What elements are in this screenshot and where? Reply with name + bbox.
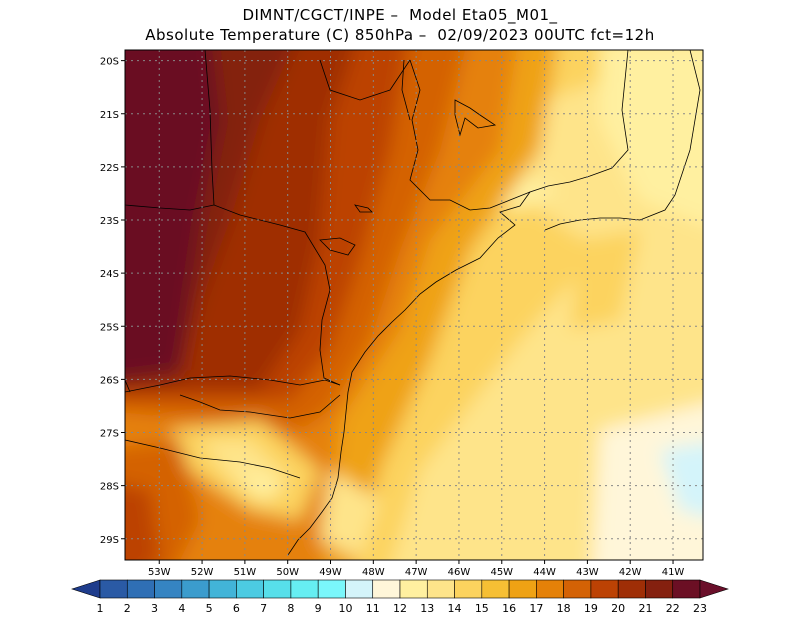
colorbar-swatch (645, 579, 674, 599)
colorbar-label: 1 (97, 602, 104, 615)
latitude-labels: 20S 21S 22S 23S 24S 25S 26S 27S 28S 29S (100, 57, 125, 546)
lon-label: 48W (362, 567, 385, 578)
lon-label: 46W (448, 567, 471, 578)
lon-label: 47W (405, 567, 428, 578)
lat-label: 21S (100, 110, 119, 121)
colorbar-label: 23 (693, 602, 707, 615)
lon-label: 53W (148, 567, 171, 578)
colorbar-swatch (617, 579, 646, 599)
longitude-labels: 53W 52W 51W 50W 49W 48W 47W 46W 45W 44W 43W 42W 41W (148, 560, 685, 578)
lat-label: 25S (100, 322, 119, 333)
colorbar-swatch (345, 579, 374, 599)
lat-label: 24S (100, 269, 119, 280)
colorbar-label: 22 (666, 602, 680, 615)
coastline-and-borders (125, 50, 701, 556)
lat-label: 20S (100, 57, 119, 68)
colorbar-label: 7 (260, 602, 267, 615)
colorbar-label: 11 (366, 602, 380, 615)
colorbar-label: 18 (557, 602, 571, 615)
lon-label: 49W (319, 567, 342, 578)
colorbar-label: 19 (584, 602, 598, 615)
colorbar-label: 16 (502, 602, 516, 615)
lat-lon-grid (125, 50, 703, 560)
lon-label: 42W (619, 567, 642, 578)
lat-label: 22S (100, 163, 119, 174)
colorbar-right-arrow (699, 579, 729, 599)
colorbar-swatch (236, 579, 264, 599)
lat-label: 27S (100, 429, 119, 440)
colorbar-label: 17 (529, 602, 543, 615)
colorbar-label: 21 (638, 602, 652, 615)
colorbar-swatch (154, 579, 183, 599)
colorbar-swatch (399, 579, 428, 599)
colorbar-label: 2 (124, 602, 131, 615)
colorbar-swatch (181, 579, 210, 599)
colorbar-swatch (317, 579, 346, 599)
lon-label: 41W (662, 567, 685, 578)
lon-label: 43W (576, 567, 599, 578)
colorbar-swatch (126, 579, 155, 599)
colorbar-swatch (481, 579, 510, 599)
lat-label: 23S (100, 216, 119, 227)
lon-label: 51W (234, 567, 257, 578)
lon-label: 50W (276, 567, 299, 578)
temperature-field (125, 50, 703, 560)
colorbar-label: 3 (151, 602, 158, 615)
colorbar-swatch (590, 579, 619, 599)
colorbar-swatch (372, 579, 401, 599)
colorbar-label: 4 (178, 602, 185, 615)
colorbar-label: 5 (206, 602, 213, 615)
colorbar-label: 15 (475, 602, 489, 615)
lat-label: 26S (100, 375, 119, 386)
colorbar-swatch (290, 579, 319, 599)
colorbar-label: 9 (315, 602, 322, 615)
colorbar-label: 12 (393, 602, 407, 615)
map-title-line-2: Absolute Temperature (C) 850hPa – 02/09/… (145, 26, 655, 44)
colorbar-left-arrow (71, 579, 101, 599)
colorbar-label: 13 (420, 602, 434, 615)
colorbar-swatch (536, 579, 564, 599)
colorbar-swatch (99, 579, 128, 599)
lat-label: 29S (100, 535, 119, 546)
colorbar-swatch (508, 579, 537, 599)
lat-label: 28S (100, 482, 119, 493)
colorbar-swatch (263, 579, 292, 599)
colorbar-label: 10 (338, 602, 352, 615)
lon-label: 45W (490, 567, 513, 578)
colorbar-swatch (454, 579, 483, 599)
colorbar-label: 8 (287, 602, 294, 615)
map-frame (124, 49, 704, 561)
colorbar-label: 6 (233, 602, 240, 615)
colorbar-swatch (208, 579, 237, 599)
colorbar: 1 2 3 4 5 6 7 8 9 10 11 12 13 14 15 16 17 18 19 20 21 22 23 (71, 579, 729, 615)
colorbar-swatch (672, 579, 701, 599)
colorbar-swatch (426, 579, 455, 599)
lon-label: 44W (533, 567, 556, 578)
map-title-line-1: DIMNT/CGCT/INPE – Model Eta05_M01_ (242, 6, 558, 24)
colorbar-label: 14 (448, 602, 462, 615)
colorbar-label: 20 (611, 602, 625, 615)
colorbar-swatch (563, 579, 592, 599)
lon-label: 52W (191, 567, 214, 578)
